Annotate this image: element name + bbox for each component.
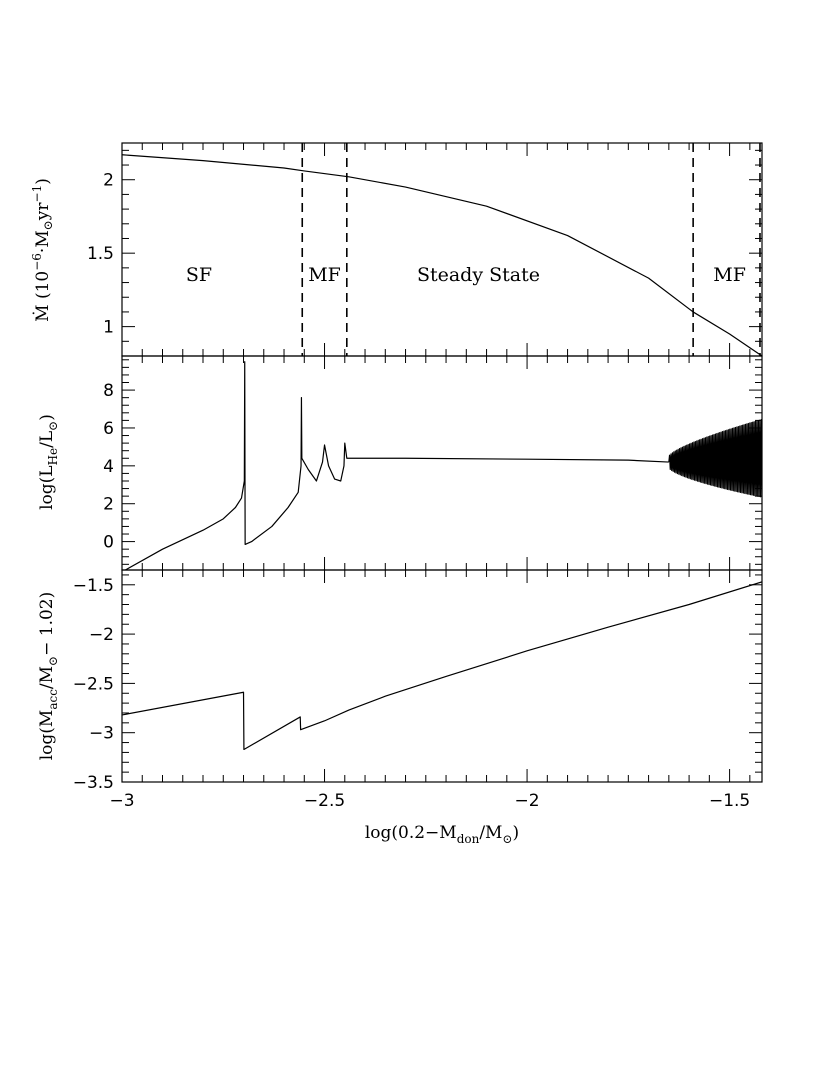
panel-top: 1 1.5 2 SF MF Steady State MF xyxy=(87,142,763,357)
y-tick-label: 0 xyxy=(103,533,114,553)
series-line xyxy=(122,581,762,751)
x-tick-label: −2 xyxy=(515,791,540,811)
y-tick-label: −1.5 xyxy=(73,576,114,596)
y-tick-label: 2 xyxy=(103,495,114,515)
series-line xyxy=(124,361,669,570)
top-ylabel: Ṁ (10−6·M⊙yr−1) xyxy=(30,178,55,322)
x-tick-label: −2.5 xyxy=(304,791,345,811)
y-tick-label: 8 xyxy=(103,381,114,401)
region-label: Steady State xyxy=(417,264,540,286)
panel-middle: 0 2 4 6 8 xyxy=(103,355,763,571)
x-tick-label: −3 xyxy=(109,791,134,811)
middle-ylabel: log(LHe/L⊙) xyxy=(37,414,60,510)
y-tick-label: 4 xyxy=(103,457,114,477)
y-tick-label: −3.5 xyxy=(73,773,114,793)
oscillation-line xyxy=(668,419,762,498)
y-tick-label: 1 xyxy=(103,318,114,338)
bottom-ylabel: log(Macc/M⊙− 1.02) xyxy=(37,592,60,761)
y-tick-label: −3 xyxy=(89,724,114,744)
panel-frame xyxy=(121,142,763,357)
series-line xyxy=(122,154,762,356)
x-tick-label: −1.5 xyxy=(709,791,750,811)
x-axis-label: log(0.2−Mdon/M⊙) xyxy=(365,823,519,846)
region-label: MF xyxy=(308,264,341,286)
panel-frame xyxy=(121,355,763,571)
y-tick-label: 2 xyxy=(103,171,114,191)
y-tick-label: −2 xyxy=(89,625,114,645)
region-label: SF xyxy=(186,264,212,286)
y-tick-label: −2.5 xyxy=(73,674,114,694)
region-label: MF xyxy=(713,264,746,286)
y-tick-label: 1.5 xyxy=(87,244,114,264)
panel-bottom: −3 −2.5 −2 −1.5−3.5−3−2.5−2−1.5 xyxy=(73,569,763,811)
panel-frame xyxy=(121,569,763,783)
y-tick-label: 6 xyxy=(103,419,114,439)
